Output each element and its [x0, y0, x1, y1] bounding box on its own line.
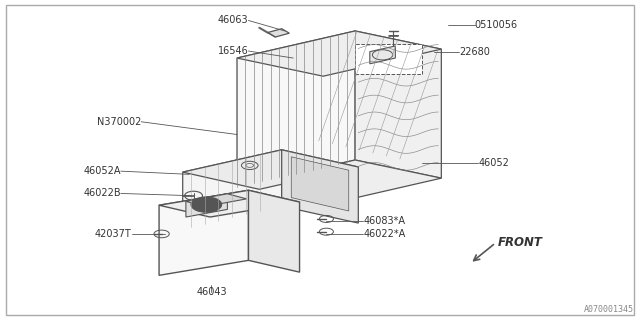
- Text: 46052: 46052: [478, 158, 509, 168]
- Text: 46063: 46063: [218, 15, 248, 26]
- Polygon shape: [237, 31, 355, 187]
- Text: A070001345: A070001345: [584, 305, 634, 314]
- Polygon shape: [370, 46, 396, 64]
- Circle shape: [191, 197, 221, 212]
- Text: 0510056: 0510056: [474, 20, 518, 29]
- FancyBboxPatch shape: [355, 44, 422, 74]
- Polygon shape: [237, 160, 442, 205]
- Text: FRONT: FRONT: [497, 236, 543, 249]
- Text: 42037T: 42037T: [95, 229, 132, 239]
- Polygon shape: [282, 150, 358, 223]
- Polygon shape: [182, 150, 282, 228]
- Polygon shape: [159, 190, 300, 217]
- Text: N370002: N370002: [97, 117, 141, 127]
- Text: 46022B: 46022B: [83, 188, 121, 198]
- Polygon shape: [248, 190, 300, 272]
- Text: 46083*A: 46083*A: [364, 216, 405, 226]
- Polygon shape: [186, 194, 246, 206]
- Text: 16546: 16546: [218, 46, 248, 56]
- Text: 22680: 22680: [460, 47, 490, 57]
- Polygon shape: [186, 194, 227, 217]
- Polygon shape: [268, 29, 289, 37]
- Polygon shape: [237, 31, 442, 76]
- Polygon shape: [291, 157, 349, 211]
- Text: 46052A: 46052A: [83, 166, 121, 176]
- Text: 46022*A: 46022*A: [364, 229, 406, 239]
- Polygon shape: [355, 31, 442, 178]
- Text: 46043: 46043: [196, 287, 227, 297]
- Polygon shape: [182, 150, 358, 189]
- Polygon shape: [159, 190, 248, 275]
